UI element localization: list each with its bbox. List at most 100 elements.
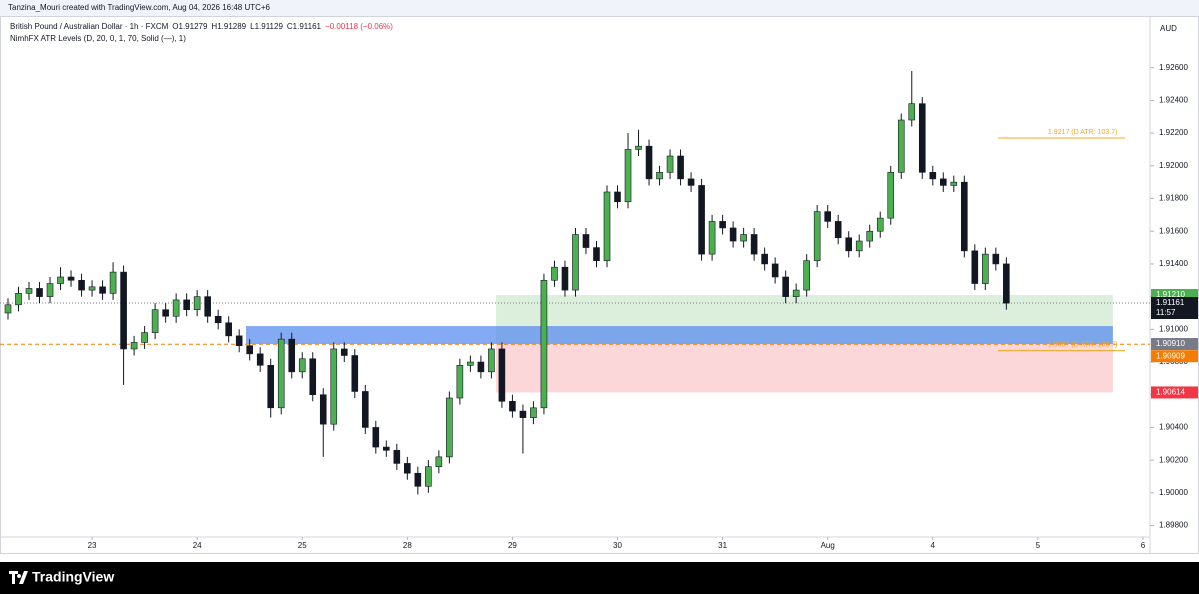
candle-body	[792, 289, 800, 297]
logo	[9, 571, 28, 584]
x-tick-label: 31	[718, 541, 727, 550]
candle-body	[330, 348, 338, 425]
candle-body	[130, 342, 138, 350]
candle-body	[214, 315, 222, 324]
quote-value: L1.91129	[250, 22, 283, 31]
x-tick-label: 5	[1036, 541, 1041, 550]
candle-body	[446, 397, 453, 458]
candle-body	[235, 335, 243, 346]
candle-body	[15, 293, 22, 306]
candle-body	[593, 247, 600, 261]
quote-value: O1.91279	[172, 22, 208, 31]
candle-body	[530, 407, 537, 418]
candle-body	[4, 304, 12, 314]
candle-body	[46, 283, 54, 297]
candle-body	[435, 456, 443, 467]
level-label: 1.90909	[1156, 351, 1185, 360]
x-tick-label: 23	[88, 541, 97, 550]
candle-body	[740, 234, 747, 242]
zone	[246, 326, 1113, 345]
brand: TradingView	[32, 569, 114, 585]
candle-body	[635, 145, 642, 150]
candle-body	[645, 145, 653, 180]
last-price-label: 1.91161	[1156, 298, 1185, 307]
legend: British Pound / Australian Dollar · 1h ·…	[10, 21, 401, 45]
attribution: Tanzina_Mouri created with TradingView.c…	[8, 3, 271, 12]
x-tick-label: 30	[613, 541, 622, 550]
candle-body	[603, 191, 611, 261]
candle-body	[319, 394, 327, 425]
atr-label: 1.9217 (D ATR: 103.7)	[1048, 129, 1118, 136]
entry-label-bg	[1151, 338, 1198, 351]
candle-body	[67, 276, 75, 281]
candle-body	[918, 103, 926, 173]
candle-body	[246, 345, 253, 355]
candle-body	[876, 217, 884, 232]
countdown: 11:57	[1156, 308, 1176, 317]
candle-body	[572, 234, 579, 291]
position-loss	[496, 344, 1113, 393]
frame	[0, 16, 1199, 554]
candle-body	[708, 221, 716, 255]
candle-body	[813, 211, 821, 261]
candle-body	[866, 230, 874, 242]
candle-body	[277, 338, 285, 409]
x-tick-label: 25	[298, 541, 307, 550]
candle-body	[908, 103, 916, 121]
candle-body	[961, 181, 968, 252]
x-tick-label: 28	[403, 541, 412, 550]
y-tick-label: 1.90400	[1159, 423, 1188, 432]
y-tick-label: 1.92600	[1159, 63, 1188, 72]
candle-body	[929, 172, 937, 180]
candle-body	[509, 400, 516, 412]
candle-body	[971, 250, 979, 284]
candle-body	[393, 450, 401, 464]
logo-mark	[9, 571, 28, 584]
candle-body	[193, 296, 201, 311]
candle-body	[256, 353, 264, 366]
candle-body	[25, 288, 33, 294]
plot: 1.9217 (D ATR: 103.7) 1.9087 (D ATR: 103.…	[0, 70, 1150, 495]
candle-body	[656, 172, 663, 180]
y-tick-label: 1.90200	[1159, 455, 1188, 464]
candle-body	[624, 149, 632, 203]
candle-body	[288, 338, 296, 373]
legend-line: British Pound / Australian Dollar · 1h ·…	[10, 21, 401, 33]
symbol-title: British Pound / Australian Dollar · 1h ·…	[10, 22, 169, 31]
candle-body	[467, 361, 474, 366]
candle-body	[824, 211, 831, 222]
candle-body	[729, 227, 737, 242]
candle-body	[887, 172, 895, 219]
y-tick-label: 1.91600	[1159, 226, 1188, 235]
y-tick-label: 1.92200	[1159, 128, 1188, 137]
y-tick-label: 1.89800	[1159, 521, 1188, 530]
candle-body	[172, 299, 180, 317]
last-price-bg	[1151, 297, 1198, 319]
target-label: 1.91210	[1156, 290, 1185, 299]
candle-body	[992, 253, 1000, 265]
candle-body	[845, 237, 853, 252]
candle-body	[488, 348, 495, 373]
candle-body	[477, 361, 485, 373]
candle-body	[151, 309, 159, 333]
candle-body	[361, 391, 369, 428]
stop-label: 1.90614	[1156, 388, 1185, 397]
candle-body	[183, 299, 190, 311]
candle-body	[298, 358, 306, 373]
candle-body	[414, 472, 422, 487]
footer	[0, 562, 1199, 594]
candle-body	[309, 358, 317, 396]
candle-body	[666, 155, 674, 173]
candle-body	[351, 355, 359, 392]
candle-body	[687, 178, 695, 186]
candle-body	[719, 221, 726, 229]
x-tick-label: 6	[1141, 541, 1146, 550]
candle-body	[614, 191, 621, 203]
y-tick-label: 1.91000	[1159, 324, 1188, 333]
y-tick-label: 1.92000	[1159, 161, 1188, 170]
quote-value: H1.91289	[211, 22, 247, 31]
candle-body	[425, 466, 432, 487]
candle-body	[225, 322, 232, 337]
